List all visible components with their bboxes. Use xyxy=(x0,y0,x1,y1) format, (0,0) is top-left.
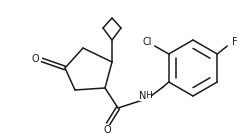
Text: F: F xyxy=(232,37,238,47)
Text: N: N xyxy=(139,91,147,101)
Text: H: H xyxy=(145,92,151,101)
Text: O: O xyxy=(31,54,39,64)
Text: O: O xyxy=(103,125,111,135)
Text: Cl: Cl xyxy=(142,37,152,47)
